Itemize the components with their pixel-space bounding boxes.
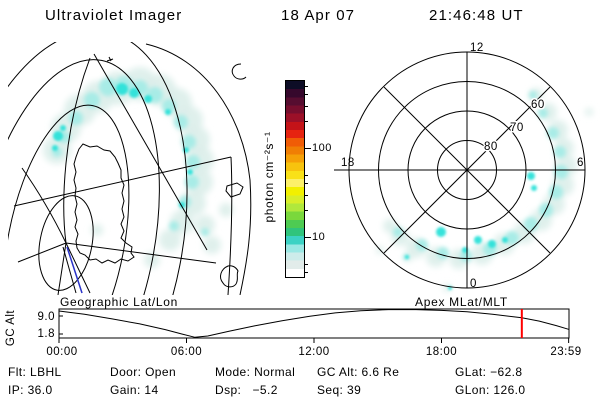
status-field: GLon: 126.0 <box>455 383 526 397</box>
mlt-label-18: 18 <box>341 157 355 169</box>
colorbar-tick-100: 100 <box>312 142 332 154</box>
geo-panel-caption: Geographic Lat/Lon <box>60 295 179 309</box>
status-field: Dsp: −5.2 <box>215 383 278 397</box>
mlt-label-6: 6 <box>577 157 584 169</box>
orbit-track-line-blue <box>66 246 83 294</box>
strip-x-tick-label: 06:00 <box>171 346 202 358</box>
geo-aurora-emissions <box>43 67 233 268</box>
strip-y-axis-label: GC Alt <box>5 310 17 347</box>
colorbar-tick-10: 10 <box>312 231 326 243</box>
mlt-label-12: 12 <box>470 42 484 54</box>
polar-grid <box>334 51 586 289</box>
status-field: Seq: 39 <box>317 383 362 397</box>
status-field: GC Alt: 6.6 Re <box>317 365 400 379</box>
status-field: GLat: −62.8 <box>455 365 523 379</box>
island-contours <box>220 63 247 288</box>
strip-x-tick-label: 12:00 <box>298 346 329 358</box>
track-line-black <box>62 246 77 294</box>
status-field: Door: Open <box>110 365 177 379</box>
apex-polar-panel: 12 18 6 0 60 70 80 <box>334 42 593 292</box>
antarctica-coastline <box>73 143 135 264</box>
time-label: 21:46:48 UT <box>429 7 524 24</box>
gc-alt-strip-chart: 9.0 1.8 GC Alt 00:00 06:00 12:00 18:00 23:59 <box>5 308 581 358</box>
strip-x-tick-label: 00:00 <box>46 346 77 358</box>
ytick-9: 9.0 <box>38 311 56 323</box>
lat-label-80: 80 <box>484 141 498 153</box>
status-field: Gain: 14 <box>110 383 159 397</box>
mlt-label-0: 0 <box>470 278 477 290</box>
status-field: IP: 36.0 <box>8 383 53 397</box>
colorbar-units-label: photon cm⁻²s⁻¹ <box>262 131 276 223</box>
status-field: Flt: LBHL <box>8 365 62 379</box>
strip-x-tick-label: 18:00 <box>426 346 457 358</box>
date-label: 18 Apr 07 <box>281 7 356 24</box>
gc-alt-curve <box>58 309 569 338</box>
strip-x-ticks <box>58 338 570 343</box>
geographic-image-panel <box>8 42 252 295</box>
polar-aurora-emissions <box>376 88 593 292</box>
lat-label-70: 70 <box>510 122 524 134</box>
ytick-1.8: 1.8 <box>38 328 56 340</box>
status-field: Mode: Normal <box>215 365 296 379</box>
apex-panel-caption: Apex MLat/MLT <box>415 295 508 309</box>
instrument-title: Ultraviolet Imager <box>45 7 183 24</box>
strip-x-tick-label: 23:59 <box>550 346 581 358</box>
strip-x-labels: 00:00 06:00 12:00 18:00 23:59 <box>46 346 581 358</box>
colorbar-gradient <box>285 80 305 278</box>
lat-label-60: 60 <box>531 99 545 111</box>
